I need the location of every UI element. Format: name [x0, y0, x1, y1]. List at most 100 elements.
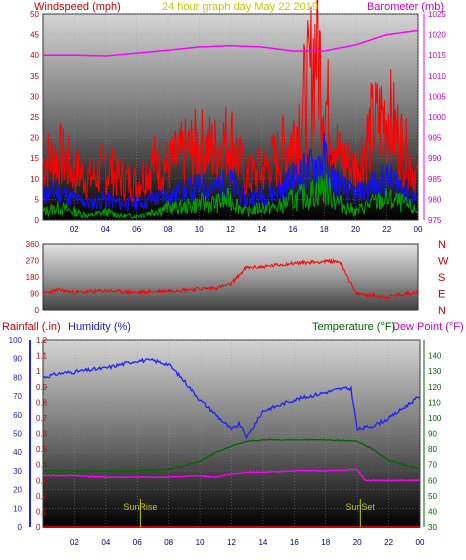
barometer-tick-label: 980: [428, 195, 442, 204]
wind-direction-line: [42, 258, 419, 300]
windspeed-average-line: [42, 132, 419, 212]
temperature-tick-label: 110: [428, 398, 441, 407]
temperature-tick-label: 60: [428, 476, 437, 485]
wind-tick-label: 10: [30, 175, 39, 184]
humidity-tick-label: 40: [13, 448, 22, 457]
direction-panel-background: [42, 243, 419, 311]
temperature-tick-label: 50: [428, 492, 437, 501]
temperature-tick-label: 120: [428, 383, 442, 392]
temperature-tick-label: 30: [428, 523, 437, 532]
direction-tick-label: 180: [26, 273, 40, 282]
wind-tick-label: 25: [30, 113, 39, 122]
chart-title: 24 hour graph day May 22 2019: [162, 1, 318, 13]
rainfall-tick-label: 0: [36, 523, 41, 532]
climate-x-tick-label: 14: [258, 538, 267, 547]
wind-x-tick-label: 16: [289, 225, 298, 234]
wind-tick-label: 20: [30, 134, 39, 143]
rainfall-tick-label: 0.3: [36, 476, 48, 485]
rainfall-tick-label: 0.5: [36, 445, 48, 454]
climate-x-tick-label: 18: [321, 538, 330, 547]
climate-x-tick-label: 04: [101, 538, 110, 547]
wind-x-tick-label: 00: [414, 225, 423, 234]
temperature-tick-label: 70: [428, 461, 437, 470]
wind-x-tick-label: 22: [382, 225, 391, 234]
wind-x-tick-label: 20: [351, 225, 360, 234]
wind-tick-label: 35: [30, 72, 39, 81]
direction-tick-label: 0: [35, 306, 40, 315]
climate-x-tick-label: 12: [227, 538, 236, 547]
humidity-tick-label: 70: [13, 392, 22, 401]
temperature-tick-label: 40: [428, 507, 437, 516]
barometer-tick-label: 1025: [428, 10, 446, 19]
humidity-tick-label: 30: [13, 467, 22, 476]
wind-x-tick-label: 04: [101, 225, 110, 234]
barometer-axis-label: Barometer (mb): [367, 1, 444, 13]
humidity-tick-label: 90: [13, 355, 22, 364]
temperature-tick-label: 100: [428, 414, 442, 423]
climate-x-tick-label: 10: [196, 538, 205, 547]
rainfall-tick-label: 0.4: [36, 461, 48, 470]
temperature-tick-label: 90: [428, 430, 437, 439]
direction-tick-label: 360: [26, 240, 40, 249]
wind-x-tick-label: 10: [195, 225, 204, 234]
wind-x-tick-label: 08: [164, 225, 173, 234]
humidity-tick-label: 80: [13, 373, 22, 382]
windspeed-axis-label: Windspeed (mph): [34, 1, 121, 13]
direction-tick-label: 90: [30, 290, 39, 299]
climate-x-tick-label: 16: [290, 538, 299, 547]
rainfall-tick-label: 0.6: [36, 430, 48, 439]
wind-x-tick-label: 12: [226, 225, 235, 234]
direction-tick-label: 270: [26, 257, 40, 266]
rainfall-tick-label: 1: [36, 367, 41, 376]
wind-x-tick-label: 14: [257, 225, 266, 234]
climate-x-tick-label: 22: [384, 538, 393, 547]
humidity-axis-label: Humidity (%): [68, 321, 131, 333]
compass-label: N: [438, 305, 446, 317]
wind-tick-label: 0: [35, 216, 40, 225]
wind-x-tick-label: 18: [320, 225, 329, 234]
temperature-tick-label: 80: [428, 445, 437, 454]
barometer-line: [43, 29, 419, 57]
barometer-tick-label: 975: [428, 216, 442, 225]
compass-label: S: [438, 272, 445, 284]
barometer-tick-label: 985: [428, 175, 442, 184]
climate-x-tick-label: 06: [133, 538, 142, 547]
temperature-tick-label: 140: [428, 352, 442, 361]
climate-x-tick-label: 20: [353, 538, 362, 547]
barometer-tick-label: 990: [428, 154, 442, 163]
sunrise-label: SunRise: [123, 502, 157, 512]
rainfall-axis-label: Rainfall (.in): [2, 321, 61, 333]
rainfall-tick-label: 0.2: [36, 492, 48, 501]
wind-x-tick-label: 06: [132, 225, 141, 234]
wind-tick-label: 40: [30, 51, 39, 60]
temperature-line: [42, 438, 421, 473]
temperature-tick-label: 130: [428, 367, 442, 376]
barometer-tick-label: 1020: [428, 31, 446, 40]
humidity-tick-label: 20: [13, 486, 22, 495]
wind-tick-label: 50: [30, 10, 39, 19]
rainfall-tick-label: 0.8: [36, 398, 48, 407]
climate-x-tick-label: 02: [70, 538, 79, 547]
wind-x-tick-label: 02: [70, 225, 79, 234]
compass-label: W: [438, 256, 449, 268]
dewpoint-line: [42, 468, 421, 482]
sunset-label: SunSet: [346, 502, 376, 512]
humidity-tick-label: 60: [13, 411, 22, 420]
wind-tick-label: 30: [30, 92, 39, 101]
rainfall-tick-label: 0.7: [36, 414, 48, 423]
humidity-tick-label: 10: [13, 504, 22, 513]
climate-x-tick-label: 00: [416, 538, 425, 547]
wind-tick-label: 15: [30, 154, 39, 163]
rainfall-tick-label: 1.2: [36, 336, 48, 345]
rainfall-tick-label: 1.1: [36, 352, 48, 361]
barometer-tick-label: 1000: [428, 113, 446, 122]
temperature-axis-label: Temperature (°F): [312, 321, 395, 333]
windspeed-minimum-line: [42, 173, 419, 220]
barometer-tick-label: 1015: [428, 51, 446, 60]
dewpoint-axis-label: Dew Point (°F): [392, 321, 464, 333]
compass-label: N: [438, 239, 446, 251]
climate-x-tick-label: 08: [164, 538, 173, 547]
barometer-tick-label: 995: [428, 134, 442, 143]
